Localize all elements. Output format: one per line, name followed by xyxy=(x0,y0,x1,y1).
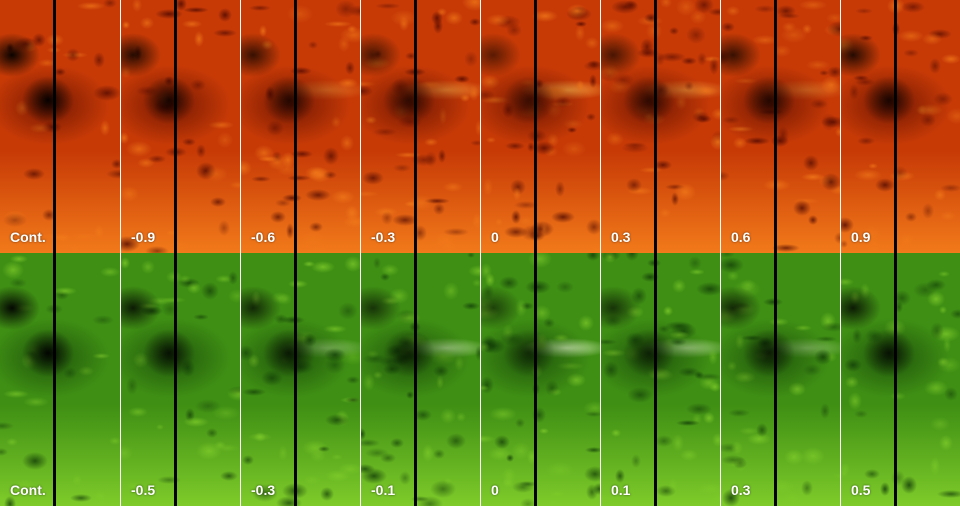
panel-bottom-6: 0.3 xyxy=(720,253,840,506)
solar-image xyxy=(361,253,480,506)
spectrograph-slit xyxy=(294,253,297,506)
halpha-row: Cont. -0.9 -0.6 -0.3 0 0.3 0.6 0.9 xyxy=(0,0,960,253)
offset-label: 0.9 xyxy=(851,229,871,245)
spectrograph-slit xyxy=(174,253,177,506)
panel-top-5: 0.3 xyxy=(600,0,720,253)
spectrograph-slit xyxy=(894,253,897,506)
spectrograph-slit xyxy=(534,0,537,253)
spectrograph-slit xyxy=(654,253,657,506)
offset-label: 0 xyxy=(491,229,499,245)
solar-image xyxy=(601,0,720,253)
offset-label: Cont. xyxy=(10,229,46,245)
offset-label: 0.3 xyxy=(611,229,631,245)
panel-bottom-1: -0.5 xyxy=(120,253,240,506)
spectrograph-slit xyxy=(894,0,897,253)
solar-image xyxy=(721,253,840,506)
solar-image xyxy=(481,0,600,253)
spectrograph-slit xyxy=(774,253,777,506)
spectrograph-slit xyxy=(53,253,56,506)
solar-image xyxy=(841,253,960,506)
offset-label: -0.6 xyxy=(251,229,276,245)
offset-label: 0.3 xyxy=(731,482,751,498)
offset-label: -0.5 xyxy=(131,482,156,498)
panel-top-7: 0.9 xyxy=(840,0,960,253)
offset-label: 0.5 xyxy=(851,482,871,498)
offset-label: -0.9 xyxy=(131,229,156,245)
panel-top-1: -0.9 xyxy=(120,0,240,253)
solar-image xyxy=(841,0,960,253)
solar-image xyxy=(0,253,120,506)
offset-label: -0.1 xyxy=(371,482,396,498)
solar-image xyxy=(481,253,600,506)
spectrograph-slit xyxy=(174,0,177,253)
offset-label: Cont. xyxy=(10,482,46,498)
solar-image xyxy=(721,0,840,253)
spectrograph-slit xyxy=(414,0,417,253)
spectrograph-slit xyxy=(774,0,777,253)
solar-image xyxy=(121,0,240,253)
panel-bottom-7: 0.5 xyxy=(840,253,960,506)
panel-top-4: 0 xyxy=(480,0,600,253)
second-line-row: Cont. -0.5 -0.3 -0.1 0 0.1 0.3 0.5 xyxy=(0,253,960,506)
offset-label: -0.3 xyxy=(251,482,276,498)
solar-image xyxy=(241,253,360,506)
solar-image xyxy=(241,0,360,253)
offset-label: 0.6 xyxy=(731,229,751,245)
offset-label: 0 xyxy=(491,482,499,498)
solar-image xyxy=(121,253,240,506)
panel-top-3: -0.3 xyxy=(360,0,480,253)
panel-bottom-5: 0.1 xyxy=(600,253,720,506)
panel-bottom-3: -0.1 xyxy=(360,253,480,506)
spectrograph-slit xyxy=(534,253,537,506)
panel-top-2: -0.6 xyxy=(240,0,360,253)
offset-label: 0.1 xyxy=(611,482,631,498)
panel-top-0: Cont. xyxy=(0,0,120,253)
spectrograph-slit xyxy=(294,0,297,253)
panel-bottom-4: 0 xyxy=(480,253,600,506)
solar-image xyxy=(0,0,120,253)
panel-top-6: 0.6 xyxy=(720,0,840,253)
spectrograph-slit xyxy=(53,0,56,253)
offset-label: -0.3 xyxy=(371,229,396,245)
panel-bottom-2: -0.3 xyxy=(240,253,360,506)
spectrograph-slit xyxy=(654,0,657,253)
solar-image xyxy=(361,0,480,253)
solar-image xyxy=(601,253,720,506)
spectrograph-slit xyxy=(414,253,417,506)
panel-bottom-0: Cont. xyxy=(0,253,120,506)
